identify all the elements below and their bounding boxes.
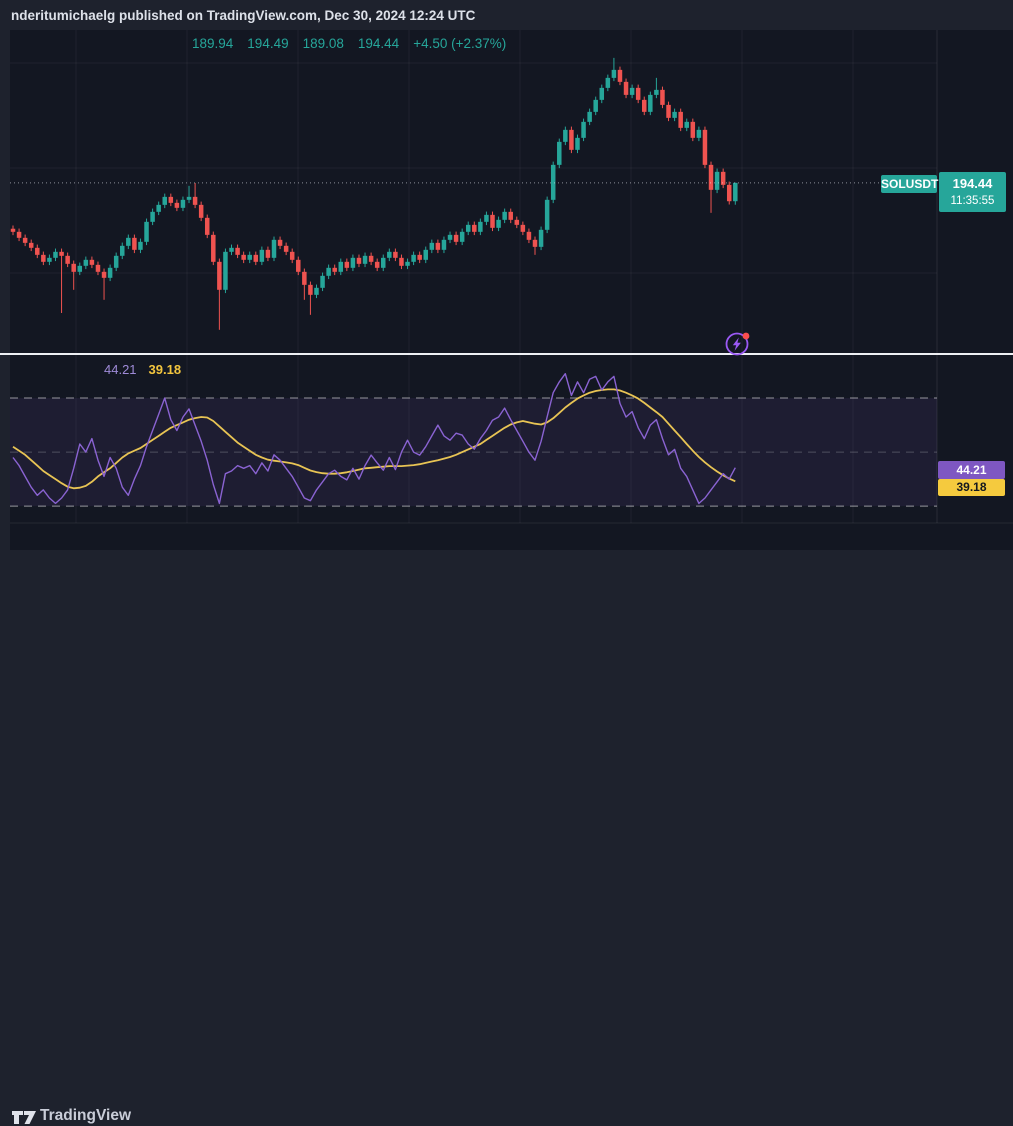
pane-separator[interactable]	[0, 353, 1013, 355]
rsi-value: 44.21	[104, 362, 137, 377]
rsi-ma-axis-tag: 39.18	[938, 479, 1005, 496]
last-price-tag: 194.44 11:35:55	[939, 172, 1006, 212]
footer-bar: TradingView	[0, 550, 1013, 1124]
change-value: +4.50 (+2.37%)	[413, 36, 507, 51]
low-value: 189.08	[302, 36, 344, 51]
ohlc-legend: 189.94 194.49 189.08 194.44 +4.50 (+2.37…	[192, 36, 506, 51]
symbol-price-line-label: SOLUSDT	[881, 175, 939, 193]
tradingview-logo-icon[interactable]	[12, 1110, 38, 1126]
bar-countdown-timer: 11:35:55	[950, 195, 995, 207]
notification-dot	[742, 332, 750, 340]
tradingview-brand-link[interactable]: TradingView	[40, 1107, 132, 1124]
open-value: 189.94	[192, 36, 234, 51]
attribution-bar: nderitumichaelg published on TradingView…	[0, 0, 1013, 30]
close-value: 194.44	[357, 36, 400, 51]
lightning-bolt-icon	[725, 332, 750, 356]
price-chart-canvas[interactable]	[0, 0, 1013, 585]
flash-events-button[interactable]	[722, 329, 752, 359]
rsi-legend: 44.21 39.18	[104, 362, 181, 377]
last-price-value: 194.44	[952, 176, 993, 191]
attribution-text: nderitumichaelg published on TradingView…	[11, 8, 476, 23]
rsi-axis-tag: 44.21	[938, 461, 1005, 479]
rsi-ma-value: 39.18	[148, 362, 182, 377]
high-value: 194.49	[247, 36, 289, 51]
